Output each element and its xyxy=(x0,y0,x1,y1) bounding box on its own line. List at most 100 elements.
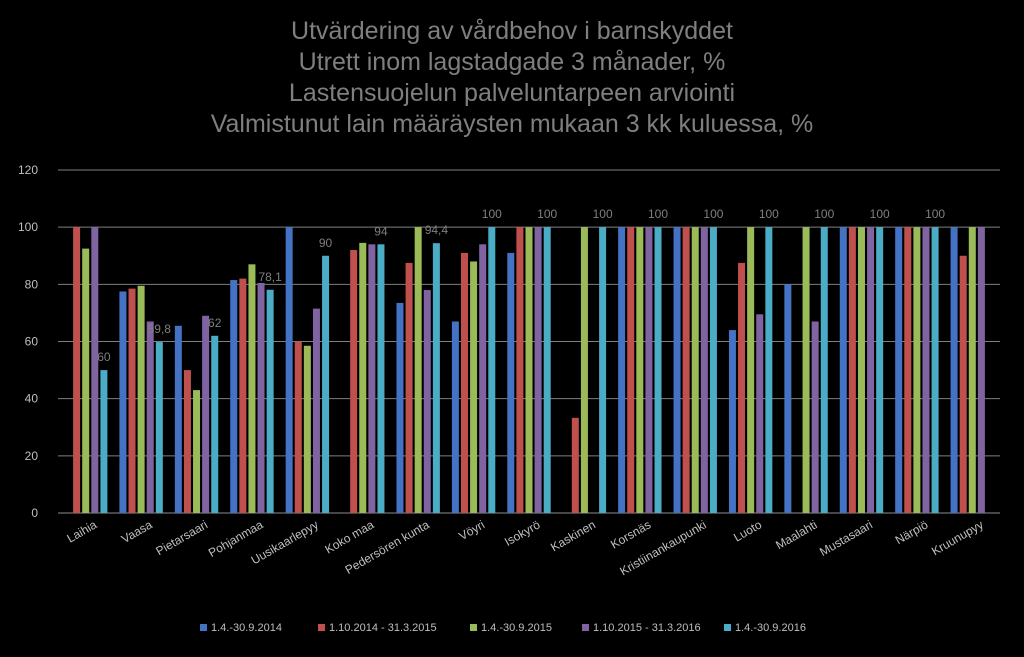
bar xyxy=(802,227,810,513)
bar xyxy=(414,227,422,513)
bar xyxy=(405,262,413,513)
bar xyxy=(507,252,515,513)
bar xyxy=(230,280,238,513)
bar xyxy=(432,243,440,513)
bar xyxy=(155,342,163,513)
chart-title-line-3: Lastensuojelun palveluntarpeen arviointi xyxy=(288,79,736,107)
data-label: 60 xyxy=(97,350,111,364)
bar xyxy=(738,262,746,513)
data-label: 59,8 xyxy=(148,322,172,336)
bar xyxy=(350,250,358,514)
bar xyxy=(202,315,210,513)
legend-swatch xyxy=(724,624,731,631)
bar xyxy=(534,227,542,513)
x-category-label: Vaasa xyxy=(119,517,155,546)
data-label: 100 xyxy=(593,207,613,221)
bar xyxy=(645,227,653,513)
x-category-label: Kaskinen xyxy=(548,517,598,554)
y-tick-label: 100 xyxy=(18,220,38,234)
bar xyxy=(359,242,367,513)
bar xyxy=(627,227,635,513)
y-tick-label: 60 xyxy=(25,335,39,349)
bar xyxy=(248,264,256,513)
data-label: 100 xyxy=(648,207,668,221)
y-tick-label: 80 xyxy=(25,277,39,291)
bar xyxy=(848,227,856,513)
bar xyxy=(303,345,311,513)
bar xyxy=(146,321,154,513)
bar xyxy=(516,227,524,513)
y-tick-label: 120 xyxy=(18,163,38,177)
bar xyxy=(950,227,958,513)
x-category-label: Maalahti xyxy=(773,517,819,552)
bar xyxy=(285,227,293,513)
y-tick-label: 0 xyxy=(31,506,38,520)
legend-label: 1.10.2015 - 31.3.2016 xyxy=(593,622,701,634)
bar xyxy=(396,302,404,513)
legend-label: 1.4.-30.9.2016 xyxy=(735,622,806,634)
data-label: 94,4 xyxy=(425,223,449,237)
legend-label: 1.10.2014 - 31.3.2015 xyxy=(329,622,437,634)
legend-swatch xyxy=(318,624,325,631)
bar xyxy=(174,325,182,513)
data-label: 100 xyxy=(814,207,834,221)
bar xyxy=(922,227,930,513)
bar xyxy=(571,417,579,513)
bar xyxy=(876,227,884,513)
bar xyxy=(756,314,764,513)
bar xyxy=(691,227,699,513)
x-axis-categories: Laihia VaasaPietarsaariPohjanmaaUusikaarl… xyxy=(64,517,985,578)
bar xyxy=(543,227,551,513)
data-label: 100 xyxy=(759,207,779,221)
x-category-label: Korsnäs xyxy=(608,517,653,551)
data-label: 100 xyxy=(870,207,890,221)
data-label: 100 xyxy=(537,207,557,221)
x-category-label: Isokyrö xyxy=(502,517,543,549)
bar xyxy=(580,227,588,513)
bar xyxy=(820,227,828,513)
bar xyxy=(599,227,607,513)
x-category-label: Vöyri xyxy=(456,517,487,543)
x-category-label: Kruunupyy xyxy=(929,517,986,558)
bar xyxy=(682,227,690,513)
bar xyxy=(977,227,985,513)
data-label: 90 xyxy=(319,236,333,250)
bar xyxy=(322,255,330,513)
bar xyxy=(904,227,912,513)
bar xyxy=(470,261,478,513)
bar xyxy=(839,227,847,513)
bar xyxy=(784,284,792,513)
legend-swatch xyxy=(470,624,477,631)
bar xyxy=(257,282,265,513)
x-category-label: Laihia xyxy=(64,517,99,545)
bar xyxy=(968,227,976,513)
bar xyxy=(128,288,136,513)
bar xyxy=(618,227,626,513)
x-category-label: Luoto xyxy=(731,517,764,544)
x-category-label: Närpiö xyxy=(893,517,931,547)
y-axis-ticks: 0 20 40 60 80 100 120 xyxy=(18,163,38,520)
chart-title-line-4: Valmistunut lain määräysten mukaan 3 kk … xyxy=(210,110,814,138)
data-label: 100 xyxy=(482,207,502,221)
bar xyxy=(857,227,865,513)
bar xyxy=(73,227,81,513)
x-category-label: Pietarsaari xyxy=(153,517,210,558)
bar xyxy=(193,390,201,513)
bar xyxy=(239,278,247,513)
bar xyxy=(765,227,773,513)
bar xyxy=(423,290,431,513)
legend: 1.4.-30.9.2014 1.10.2014 - 31.3.2015 1.4.-… xyxy=(200,622,806,634)
bar xyxy=(488,227,496,513)
bar xyxy=(931,227,939,513)
data-label: 78,1 xyxy=(258,270,282,284)
data-label: 94 xyxy=(374,224,388,238)
bar xyxy=(525,227,533,513)
bar xyxy=(728,330,736,513)
y-tick-label: 20 xyxy=(25,449,39,463)
bar xyxy=(636,227,644,513)
data-labels: 60 59,8 62 78,1 90 94 94,4 100 100 100 100 100 100 10… xyxy=(97,207,945,364)
chart-title-line-2: Utrett inom lagstadgade 3 månader, % xyxy=(298,48,726,76)
legend-label: 1.4.-30.9.2014 xyxy=(211,622,282,634)
bar xyxy=(479,244,487,514)
